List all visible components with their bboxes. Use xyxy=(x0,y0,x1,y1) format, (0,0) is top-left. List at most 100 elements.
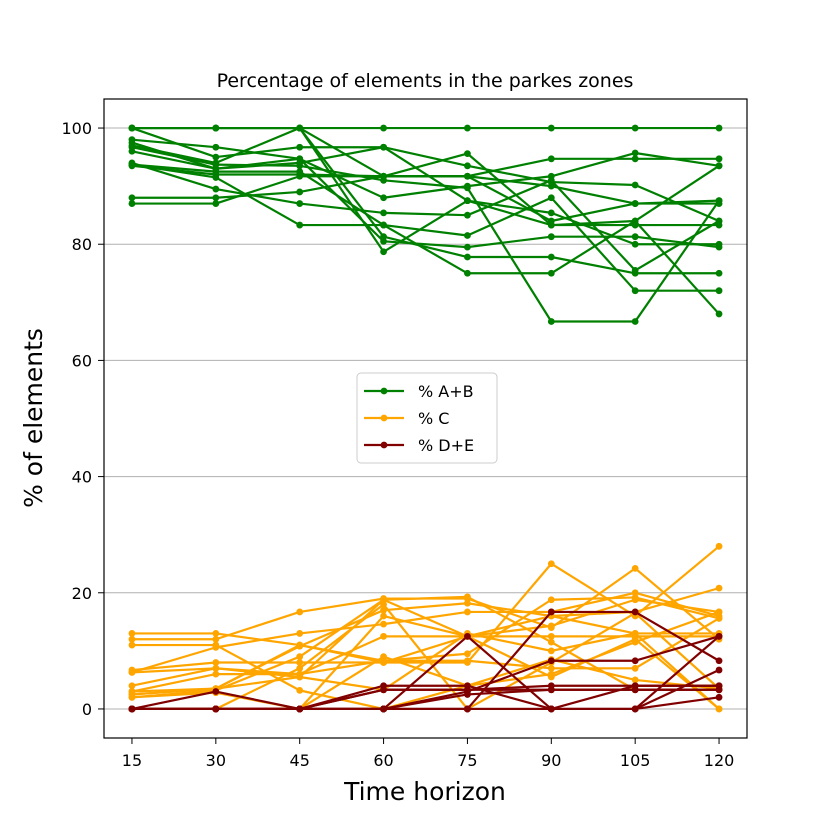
data-point xyxy=(631,287,639,295)
data-point xyxy=(464,197,471,205)
legend: % A+B % C % D+E xyxy=(356,372,498,464)
series-line xyxy=(131,152,720,227)
ticks: 0 20 40 60 80 100 15 30 45 60 75 90 105 120 xyxy=(61,119,734,770)
data-point xyxy=(296,200,304,207)
data-point xyxy=(631,155,639,163)
x-tick-label: 45 xyxy=(290,751,310,770)
x-axis-label: Time horizon xyxy=(343,777,506,806)
data-point xyxy=(715,584,723,592)
data-point xyxy=(296,659,304,666)
data-point xyxy=(128,668,136,676)
data-point xyxy=(715,162,723,170)
data-point xyxy=(212,168,220,176)
series-line xyxy=(131,635,720,711)
data-point xyxy=(380,233,387,241)
data-point xyxy=(464,686,471,694)
data-point xyxy=(547,673,555,681)
data-point xyxy=(547,155,555,163)
data-point xyxy=(212,200,220,207)
data-point xyxy=(631,594,639,601)
data-point xyxy=(631,240,639,248)
data-point xyxy=(464,632,471,640)
series-line xyxy=(131,163,720,275)
data-point xyxy=(547,318,555,325)
data-point xyxy=(547,233,555,241)
data-point xyxy=(631,217,639,225)
data-point xyxy=(715,217,723,225)
data-point xyxy=(631,318,639,325)
data-point xyxy=(128,143,136,151)
data-point xyxy=(464,269,471,277)
data-point xyxy=(380,194,387,202)
data-point xyxy=(547,209,555,217)
data-point xyxy=(464,650,471,658)
data-point xyxy=(296,221,304,229)
y-axis-label: % of elements xyxy=(19,328,48,508)
data-point xyxy=(212,174,220,181)
data-point xyxy=(128,641,136,649)
data-point xyxy=(547,664,555,672)
series-line xyxy=(131,175,720,223)
data-point xyxy=(380,176,387,184)
data-point xyxy=(547,253,555,261)
data-point xyxy=(296,653,304,661)
data-point xyxy=(380,221,387,229)
data-point xyxy=(631,181,639,189)
legend-label: % A+B xyxy=(418,382,474,401)
data-point xyxy=(464,172,471,180)
data-point xyxy=(296,155,304,163)
data-point xyxy=(128,161,136,169)
data-point xyxy=(715,693,723,701)
data-point xyxy=(631,269,639,277)
data-point xyxy=(296,608,304,616)
data-point xyxy=(212,143,220,151)
data-point xyxy=(212,153,220,161)
x-tick-label: 90 xyxy=(541,751,561,770)
data-point xyxy=(631,657,639,665)
series-line xyxy=(131,603,720,711)
chart-title: Percentage of elements in the parkes zon… xyxy=(217,70,634,92)
data-point xyxy=(631,705,639,713)
data-point xyxy=(380,632,387,640)
data-point xyxy=(547,269,555,277)
data-point xyxy=(380,143,387,151)
data-point xyxy=(631,200,639,207)
x-tick-label: 75 xyxy=(457,751,477,770)
data-point xyxy=(464,211,471,219)
data-point xyxy=(128,200,136,207)
data-point xyxy=(464,599,471,607)
data-point xyxy=(715,197,723,205)
y-tick-label: 60 xyxy=(72,351,92,370)
data-point xyxy=(380,705,387,713)
data-point xyxy=(380,620,387,628)
data-point xyxy=(380,657,387,665)
y-tick-label: 20 xyxy=(72,584,92,603)
y-tick-label: 100 xyxy=(61,119,92,138)
data-point xyxy=(715,287,723,295)
data-point xyxy=(212,194,220,202)
x-tick-label: 105 xyxy=(620,751,651,770)
data-point xyxy=(715,705,723,713)
data-point xyxy=(212,641,220,649)
data-point xyxy=(296,664,304,672)
data-point xyxy=(380,124,387,132)
plot-frame xyxy=(103,98,748,739)
data-point xyxy=(380,209,387,217)
data-point xyxy=(128,124,136,132)
data-point xyxy=(212,659,220,666)
data-point xyxy=(464,593,471,601)
data-point xyxy=(128,688,136,695)
data-point xyxy=(212,670,220,678)
data-point xyxy=(296,630,304,637)
data-point xyxy=(547,608,555,616)
x-tick-label: 30 xyxy=(206,751,226,770)
data-point xyxy=(128,194,136,202)
data-point xyxy=(128,682,136,690)
data-point xyxy=(715,155,723,163)
data-point xyxy=(380,686,387,694)
data-point xyxy=(464,243,471,251)
data-point xyxy=(296,143,304,151)
data-point xyxy=(464,150,471,158)
series-line xyxy=(131,161,720,272)
